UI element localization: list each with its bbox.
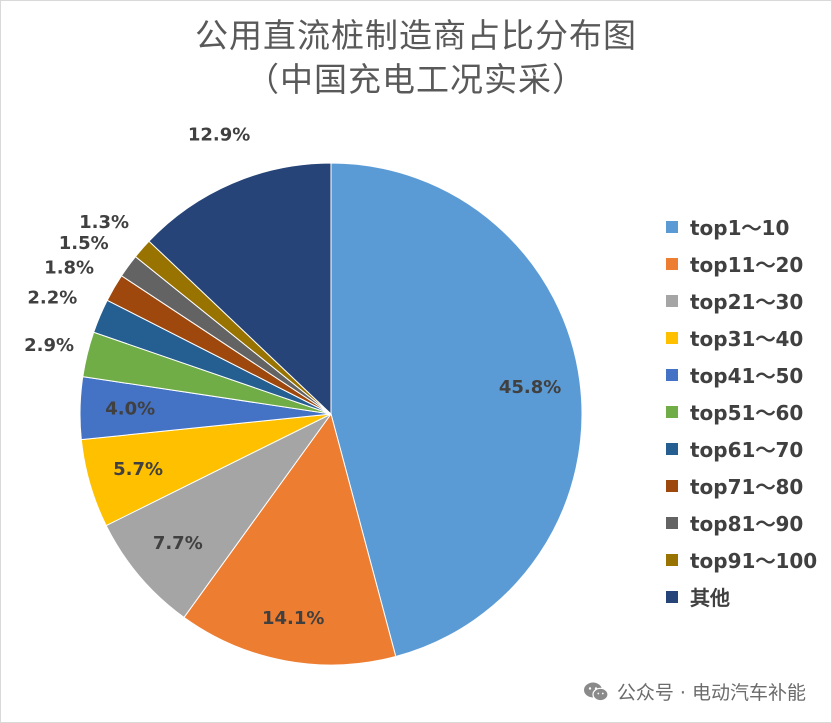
data-label-10: 1.3% <box>79 212 129 233</box>
pie-slice-1 <box>330 162 583 658</box>
legend-swatch <box>666 220 678 233</box>
legend-item-9: top81～90 <box>666 504 817 541</box>
chart-title-block: 公用直流桩制造商占比分布图 （中国充电工况实采） <box>0 14 832 102</box>
chart-legend: top1～10 top11～20 top21～30 top31～40 top41～50 t… <box>666 208 817 615</box>
data-label-4: 5.7% <box>113 459 163 480</box>
legend-swatch <box>666 294 678 307</box>
chart-title: 公用直流桩制造商占比分布图 <box>195 16 637 55</box>
legend-item-8: top71～80 <box>666 467 817 504</box>
data-label-6: 2.9% <box>24 335 74 356</box>
data-label-11: 12.9% <box>188 124 250 145</box>
data-label-2: 14.1% <box>262 608 324 629</box>
wechat-icon <box>583 682 609 701</box>
legend-item-2: top11～20 <box>666 245 817 282</box>
legend-label: top71～80 <box>690 475 804 499</box>
legend-label: top21～30 <box>690 290 804 314</box>
data-label-5: 4.0% <box>105 398 155 419</box>
legend-item-11: 其他 <box>666 578 817 615</box>
legend-label: top11～20 <box>690 253 804 277</box>
chart-subtitle: （中国充电工况实采） <box>246 60 586 99</box>
legend-swatch <box>666 405 678 418</box>
legend-item-4: top31～40 <box>666 319 817 356</box>
legend-swatch <box>666 331 678 344</box>
watermark: 公众号 · 电动汽车补能 <box>583 678 806 705</box>
legend-swatch <box>666 257 678 270</box>
legend-item-1: top1～10 <box>666 208 817 245</box>
pie-slice-3 <box>105 413 332 619</box>
legend-swatch <box>666 590 678 603</box>
legend-label: top41～50 <box>690 364 804 388</box>
data-label-3: 7.7% <box>153 533 203 554</box>
data-label-8: 1.8% <box>44 257 94 278</box>
legend-swatch <box>666 553 678 566</box>
legend-swatch <box>666 442 678 455</box>
legend-label: top91～100 <box>690 549 818 573</box>
legend-swatch <box>666 516 678 529</box>
legend-swatch <box>666 479 678 492</box>
legend-label: 其他 <box>690 586 730 610</box>
legend-label: top1～10 <box>690 216 790 240</box>
legend-swatch <box>666 368 678 381</box>
data-label-7: 2.2% <box>27 287 77 308</box>
legend-item-7: top61～70 <box>666 430 817 467</box>
legend-label: top61～70 <box>690 438 804 462</box>
legend-item-5: top41～50 <box>666 356 817 393</box>
watermark-text: 公众号 · 电动汽车补能 <box>616 682 806 704</box>
legend-label: top31～40 <box>690 327 804 351</box>
legend-item-3: top21～30 <box>666 282 817 319</box>
legend-item-6: top51～60 <box>666 393 817 430</box>
data-label-9: 1.5% <box>59 233 109 254</box>
legend-label: top81～90 <box>690 512 804 536</box>
data-label-1: 45.8% <box>499 377 561 398</box>
legend-label: top51～60 <box>690 401 804 425</box>
pie-slice-11 <box>148 162 332 416</box>
pie-slice-2 <box>183 412 397 666</box>
legend-item-10: top91～100 <box>666 541 817 578</box>
